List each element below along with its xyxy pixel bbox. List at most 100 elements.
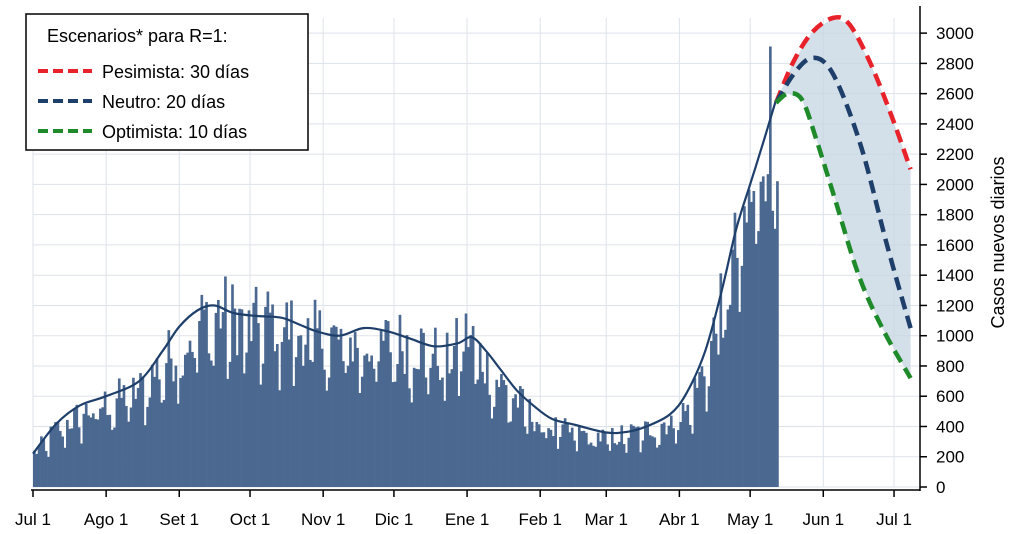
bar [469, 334, 473, 487]
bar [214, 312, 218, 487]
bar [431, 353, 435, 487]
bar [110, 429, 114, 487]
bar [695, 387, 699, 487]
bar [370, 355, 374, 487]
bar [516, 407, 520, 487]
bar [80, 443, 83, 487]
bar [504, 385, 508, 487]
bar [658, 444, 661, 487]
bar [700, 366, 704, 487]
bar [551, 436, 555, 487]
bar [247, 310, 251, 487]
bar [443, 400, 447, 487]
bar [54, 422, 57, 487]
bar [731, 249, 734, 487]
y-tick-label: 2800 [936, 54, 974, 73]
y-tick-label: 1200 [936, 296, 974, 315]
bar [405, 335, 409, 487]
trend-line [32, 99, 778, 455]
bar [117, 378, 121, 487]
bar [346, 365, 350, 487]
bar [195, 372, 199, 487]
y-tick-label: 1000 [936, 327, 974, 346]
bar [735, 257, 739, 487]
bar [158, 379, 161, 487]
bar [134, 398, 138, 487]
bar [58, 430, 62, 487]
bar [415, 368, 418, 487]
y-tick-label: 200 [936, 448, 964, 467]
bar [632, 425, 635, 487]
bar [434, 327, 437, 487]
bar [139, 373, 142, 487]
bar [424, 377, 428, 487]
bar [266, 291, 270, 487]
bar [257, 323, 260, 487]
bar [245, 352, 248, 487]
x-tick-label: Dic 1 [375, 510, 414, 529]
bar [82, 413, 86, 487]
bar [627, 437, 631, 487]
bar [511, 398, 515, 487]
bar [108, 414, 112, 487]
y-tick-label: 600 [936, 387, 964, 406]
bar [448, 373, 451, 487]
x-ticks: Jul 1 Ago 1 Set 1 Oct 1 Nov 1 Dic 1 Ene 1 Feb 1… [15, 490, 912, 529]
bar [622, 444, 626, 487]
bar [51, 427, 55, 487]
bar [717, 354, 720, 487]
bar [745, 222, 749, 487]
bar [344, 372, 348, 487]
bar [606, 444, 609, 487]
bar [113, 427, 116, 487]
bar [217, 300, 220, 487]
bar [174, 365, 178, 487]
x-tick-label: Jul 1 [876, 510, 912, 529]
bar [766, 174, 770, 487]
bar [691, 433, 694, 487]
bar [738, 311, 742, 487]
bar [681, 402, 685, 487]
x-tick-label: Jul 1 [15, 510, 51, 529]
legend: Escenarios* para R=1: Pesimista: 30 días… [25, 13, 309, 151]
bar [89, 417, 93, 487]
bar [311, 361, 315, 487]
bar [721, 337, 725, 487]
bar [533, 431, 536, 487]
bar [193, 357, 197, 487]
bar [620, 425, 624, 487]
bar [162, 399, 166, 487]
x-tick-label: Set 1 [159, 510, 199, 529]
bar [563, 418, 567, 487]
bar [728, 304, 732, 487]
legend-label-neutro: Neutro: 20 días [102, 92, 225, 112]
bar [566, 423, 569, 487]
bar [618, 441, 621, 487]
bar [61, 436, 64, 487]
bar [653, 437, 657, 487]
bar [639, 452, 642, 487]
bar [710, 340, 713, 487]
legend-label-pesimista: Pesimista: 30 días [102, 62, 249, 82]
bar [570, 427, 574, 487]
y-ticks: 0 200 400 600 800 1000 1200 1400 1600 1800 2000 220… [920, 24, 974, 497]
bar [169, 358, 173, 487]
bar [261, 363, 265, 487]
bar [608, 450, 612, 487]
bar [655, 447, 659, 487]
bar [221, 312, 225, 487]
bar [127, 421, 131, 487]
bar [585, 432, 588, 487]
bar [502, 380, 506, 487]
bar [467, 347, 470, 487]
bar [181, 375, 185, 487]
bar [493, 406, 496, 487]
bar [483, 383, 487, 487]
bar [254, 286, 258, 487]
bar [358, 392, 362, 487]
bar [301, 365, 305, 487]
bar [462, 351, 466, 487]
bar [629, 424, 633, 487]
bar [84, 403, 88, 487]
